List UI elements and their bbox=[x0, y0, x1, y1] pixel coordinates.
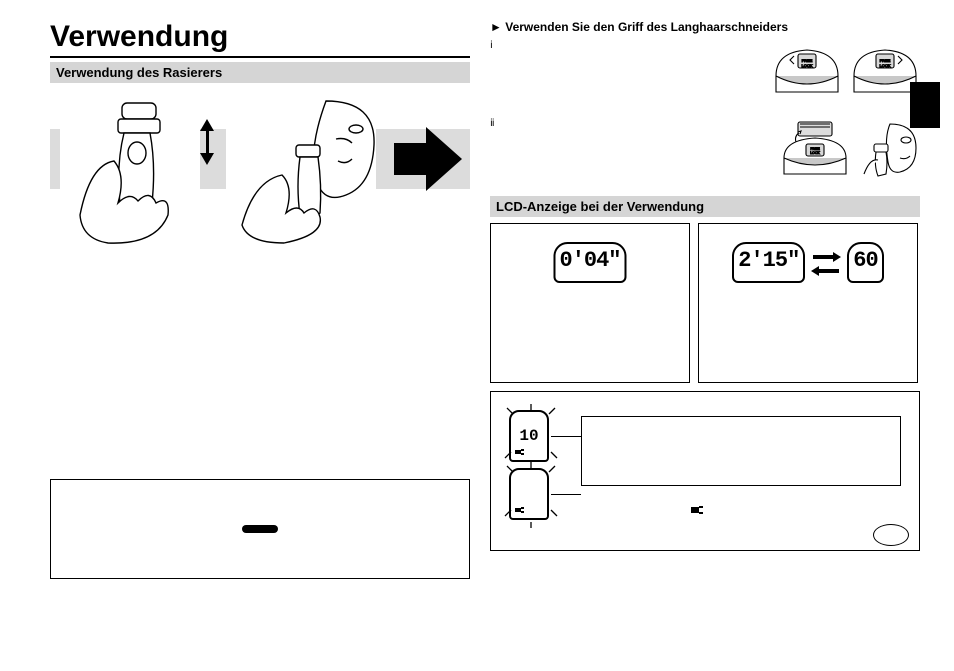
plug-note bbox=[691, 502, 705, 516]
left-column: Verwendung Verwendung des Rasierers bbox=[50, 20, 470, 579]
trimmer-header-text: Verwenden Sie den Griff des Langhaarschn… bbox=[505, 20, 788, 34]
trimmer-row-1: ⅰ FREE LOCK FREE LOCK bbox=[490, 40, 920, 112]
plug-icon-small-bottom bbox=[515, 506, 525, 514]
lcd-box-time: 0'04" bbox=[490, 223, 690, 383]
caution-box bbox=[50, 479, 470, 579]
trimmer-popup-illustration: FREE LOCK bbox=[778, 118, 852, 178]
lcd-box-row: 0'04" 2'15" bbox=[490, 223, 920, 383]
trimmer-head-free-illustration: FREE LOCK bbox=[772, 40, 842, 96]
caution-label bbox=[242, 525, 278, 533]
lcd-box-charge: 10 bbox=[490, 391, 920, 551]
burst-icon-bottom bbox=[501, 460, 561, 532]
swap-arrows-icon bbox=[809, 249, 843, 284]
right-column: ► Verwenden Sie den Griff des Langhaarsc… bbox=[490, 20, 920, 551]
page-title: Verwendung bbox=[50, 20, 470, 58]
lcd-value-a: 0'04" bbox=[559, 248, 620, 273]
lcd-small-bottom bbox=[509, 468, 549, 520]
forward-arrow-icon bbox=[394, 127, 464, 191]
lcd-value-b2: 60 bbox=[853, 248, 877, 273]
lcd-display-b1: 2'15" bbox=[732, 242, 805, 283]
shaver-illustration-row bbox=[50, 89, 470, 249]
trimmer-header: ► Verwenden Sie den Griff des Langhaarsc… bbox=[490, 20, 920, 34]
page-number-oval bbox=[873, 524, 909, 546]
lcd-box-swap: 2'15" 60 bbox=[698, 223, 918, 383]
lcd-display-a: 0'04" bbox=[553, 242, 626, 283]
lcd-small-stack: 10 bbox=[509, 410, 549, 520]
section-lcd: LCD-Anzeige bei der Verwendung bbox=[490, 196, 920, 217]
shaving-face-illustration bbox=[226, 95, 376, 245]
lcd-small-top: 10 bbox=[509, 410, 549, 462]
lcd-note-box bbox=[581, 416, 901, 486]
up-down-arrow bbox=[200, 119, 214, 165]
plug-icon bbox=[691, 505, 705, 515]
roman-2: ⅱ bbox=[490, 118, 508, 129]
connector-bottom bbox=[551, 494, 581, 495]
svg-text:LOCK: LOCK bbox=[880, 63, 891, 68]
shaver-in-hand-illustration bbox=[60, 95, 200, 245]
trimmer-row-2: ⅱ FREE LOCK bbox=[490, 118, 920, 190]
lcd-value-b1: 2'15" bbox=[738, 248, 799, 273]
triangle-icon: ► bbox=[490, 20, 502, 34]
plug-icon-small-top bbox=[515, 448, 525, 456]
lcd-display-b2: 60 bbox=[847, 242, 883, 283]
svg-text:LOCK: LOCK bbox=[802, 63, 813, 68]
roman-1: ⅰ bbox=[490, 40, 508, 51]
connector-top bbox=[551, 436, 581, 437]
svg-text:LOCK: LOCK bbox=[810, 151, 820, 155]
side-tab bbox=[910, 82, 940, 128]
section-shaver-use: Verwendung des Rasierers bbox=[50, 62, 470, 83]
